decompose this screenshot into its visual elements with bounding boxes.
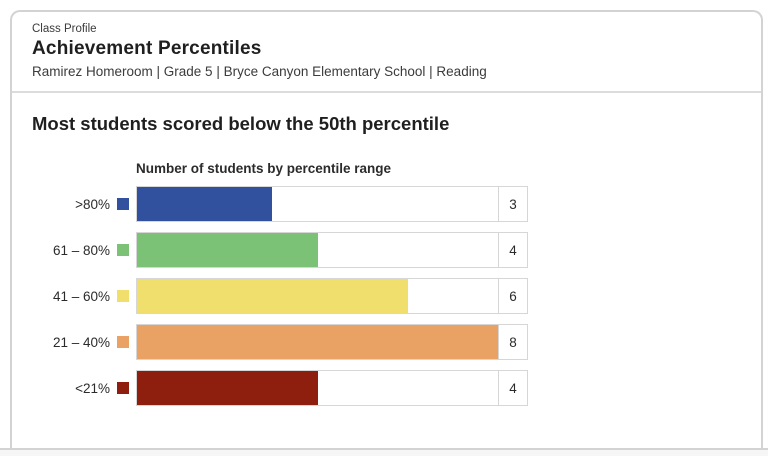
report-body: Most students scored below the 50th perc…: [12, 93, 761, 406]
bar-fill: [137, 187, 273, 221]
value-cell: 4: [498, 233, 527, 267]
value-cell: 6: [498, 279, 527, 313]
report-card: Class Profile Achievement Percentiles Ra…: [10, 10, 763, 448]
percentile-bar-chart: Number of students by percentile range >…: [32, 161, 741, 406]
bar-track: 4: [136, 370, 528, 406]
category-label: <21%: [75, 380, 110, 396]
next-section-edge: [0, 448, 768, 456]
insight-headline: Most students scored below the 50th perc…: [32, 113, 450, 134]
category-label: >80%: [75, 196, 110, 212]
value-cell: 3: [498, 187, 527, 221]
bar-area: [137, 371, 498, 405]
report-header: Class Profile Achievement Percentiles Ra…: [12, 12, 761, 93]
bar-track: 3: [136, 186, 528, 222]
chart-row: >80% 3: [32, 186, 741, 222]
bar-area: [137, 279, 498, 313]
report-subtitle: Ramirez Homeroom | Grade 5 | Bryce Canyo…: [32, 64, 487, 79]
category-label: 41 – 60%: [52, 288, 110, 304]
report-title: Achievement Percentiles: [32, 38, 262, 59]
value-cell: 8: [498, 325, 527, 359]
category-label: 61 – 80%: [52, 242, 110, 258]
bar-area: [137, 233, 498, 267]
legend-swatch: [117, 336, 129, 348]
bar-area: [137, 187, 498, 221]
category-label: 21 – 40%: [52, 334, 110, 350]
chart-row: 41 – 60% 6: [32, 278, 741, 314]
bar-fill: [137, 325, 498, 359]
bar-fill: [137, 279, 408, 313]
bar-area: [137, 325, 498, 359]
value-cell: 4: [498, 371, 527, 405]
chart-title: Number of students by percentile range: [136, 161, 392, 176]
legend-swatch: [117, 290, 129, 302]
bar-fill: [137, 371, 318, 405]
chart-row: 21 – 40% 8: [32, 324, 741, 360]
legend-swatch: [117, 198, 129, 210]
bar-track: 8: [136, 324, 528, 360]
chart-row: 61 – 80% 4: [32, 232, 741, 268]
legend-swatch: [117, 244, 129, 256]
chart-row: <21% 4: [32, 370, 741, 406]
legend-swatch: [117, 382, 129, 394]
chart-rows: >80% 3 61 – 80% 4 41 – 60% 6 21 – 40% 8 <21% 4: [32, 186, 741, 406]
bar-track: 4: [136, 232, 528, 268]
bar-fill: [137, 233, 318, 267]
bar-track: 6: [136, 278, 528, 314]
report-eyebrow: Class Profile: [32, 23, 97, 35]
